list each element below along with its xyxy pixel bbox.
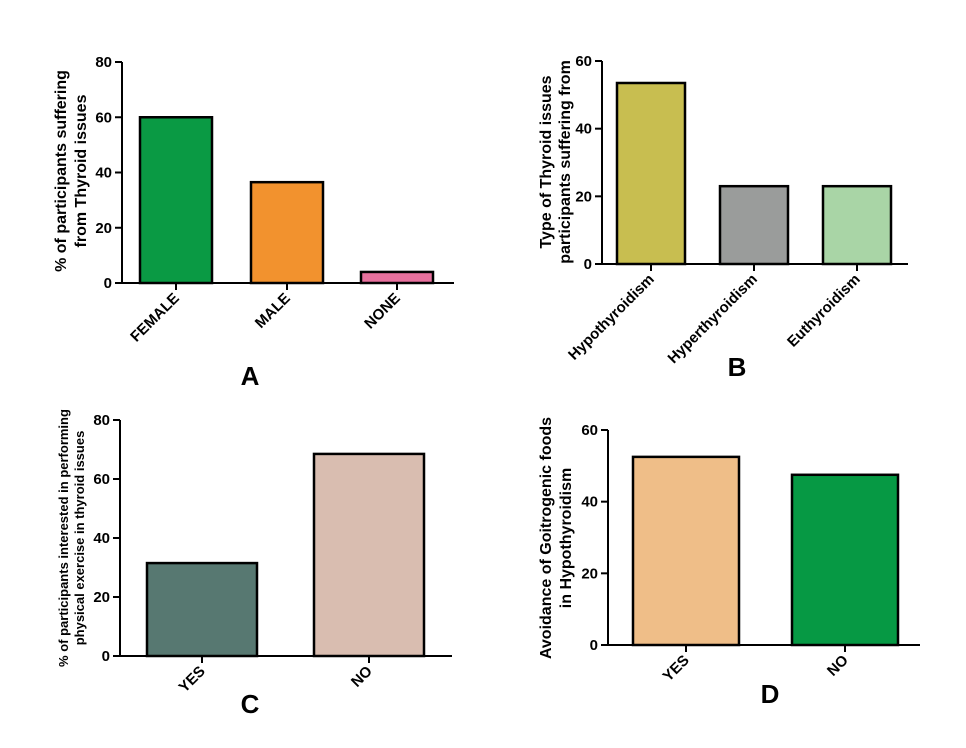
panel-c-letter: C (241, 689, 260, 719)
panel-c-y-tick-label-0: 0 (102, 648, 110, 665)
panel-a-letter: A (241, 361, 260, 391)
panel-a-y-title-line-1: % of participants suffering (53, 70, 70, 272)
panel-c-bar-no (312, 452, 426, 658)
panel-a: % of participants suffering from Thyroid… (53, 54, 454, 391)
panel-d-y-title-line-1: Avoidance of Goitrogenic foods (538, 417, 555, 659)
panel-a-y-tick-label-0: 0 (104, 275, 112, 292)
panel-c-y-tick-label-20: 20 (93, 589, 110, 606)
panel-b-letter: B (728, 352, 747, 382)
panel-d-y-title-line-2: in Hypothyroidism (558, 468, 575, 608)
panel-c-y-tick-label-60: 60 (93, 471, 110, 488)
panel-c-bar-yes (145, 561, 259, 658)
panel-b-bar-hyperthyroidism (718, 184, 790, 266)
panel-a-y-title-line-2: from Thyroid issues (73, 94, 90, 247)
panel-d-bar-no (790, 473, 900, 647)
panel-d-bar-yes (631, 455, 741, 647)
panel-d-y-tick-label-20: 20 (581, 565, 598, 582)
panel-a-bar-female (138, 116, 214, 285)
panel-d-y-axis-title: Avoidance of Goitrogenic foods in Hypoth… (538, 417, 575, 659)
panel-a-y-axis-title: % of participants suffering from Thyroid… (53, 70, 90, 272)
panel-a-y-tick-label-40: 40 (95, 165, 112, 182)
panel-c-y-axis-title: % of participants interested in performi… (56, 409, 87, 667)
panel-b-y-axis-title: Type of Thyroid issues participants suff… (538, 60, 574, 264)
panel-b-y-tick-label-0: 0 (584, 256, 592, 273)
panel-b-y-tick-label-20: 20 (575, 188, 592, 205)
panel-b-bar-hypothyroidism (615, 81, 687, 266)
panel-a-y-tick-label-20: 20 (95, 220, 112, 237)
panel-d-letter: D (761, 679, 780, 709)
panel-a-y-tick-label-80: 80 (95, 54, 112, 71)
panel-b-bar-euthyroidism (821, 184, 893, 266)
panel-d-y-tick-label-0: 0 (590, 637, 598, 654)
panel-a-y-tick-label-60: 60 (95, 109, 112, 126)
panel-b-y-title-line-2: participants suffering from (557, 60, 574, 264)
panel-b-y-tick-label-40: 40 (575, 121, 592, 138)
panel-b-y-title-line-1: Type of Thyroid issues (538, 75, 555, 248)
panel-a-bar-male (249, 180, 325, 285)
panel-c-y-title-line-2: physical exercise in thyroid issues (72, 431, 87, 646)
panel-c-y-tick-label-80: 80 (93, 412, 110, 429)
panel-c-y-title-line-1: % of participants interested in performi… (56, 409, 71, 667)
panel-a-bar-none (359, 270, 435, 285)
panel-c-y-tick-label-40: 40 (93, 530, 110, 547)
panel-b-y-tick-label-60: 60 (575, 53, 592, 70)
panel-d-y-tick-label-40: 40 (581, 494, 598, 511)
panel-d-y-tick-label-60: 60 (581, 422, 598, 439)
